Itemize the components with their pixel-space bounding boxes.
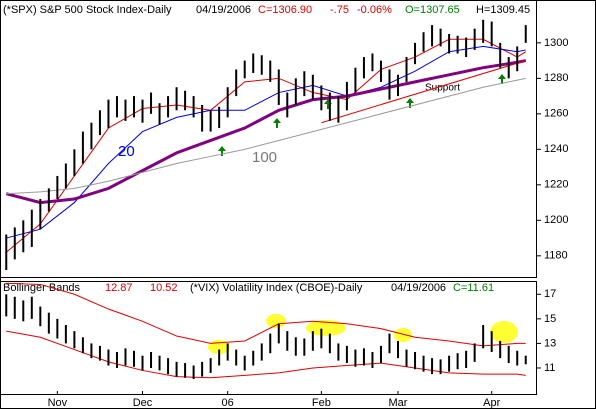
date: 04/19/2006 [391, 282, 446, 294]
indicator-value: 12.87 [105, 282, 133, 294]
price-panel [0, 0, 537, 278]
x-tick-label: Mar [389, 397, 408, 409]
y-tick-label: 1200 [544, 214, 568, 226]
y-tick-label: 1280 [544, 72, 568, 84]
title: (*VIX) Volatility Index (CBOE)-Daily [190, 282, 363, 294]
moving-average [5, 59, 527, 205]
date: 04/19/2006 [196, 4, 251, 16]
y-tick-label: 1220 [544, 179, 568, 191]
y-tick-label: 13 [544, 337, 556, 349]
arrow [218, 146, 226, 156]
support-line [321, 60, 526, 124]
open: O=1307.65 [405, 4, 460, 16]
y-tick-label: 11 [544, 362, 555, 374]
change: -.75 [330, 4, 349, 16]
high: H=1309.45 [476, 4, 530, 16]
y-tick-label: 1240 [544, 143, 568, 155]
y-tick-label: 1180 [544, 250, 568, 262]
y-tick-label: 1300 [544, 37, 568, 49]
highlight [490, 321, 518, 343]
highlight [394, 328, 412, 342]
vix-panel [0, 281, 537, 395]
y-tick-label: 1260 [544, 108, 568, 120]
x-tick-label: Nov [48, 397, 68, 409]
title: (*SPX) S&P 500 Stock Index-Daily [3, 4, 172, 16]
y-tick-label: 15 [544, 313, 556, 325]
plot [5, 19, 527, 271]
plot [5, 282, 527, 380]
x-tick-label: Apr [483, 397, 500, 409]
arrow [273, 118, 281, 128]
close: C=11.61 [453, 282, 494, 294]
x-tick-label: Dec [133, 397, 153, 409]
highlight [306, 320, 346, 336]
arrow [406, 98, 414, 108]
y-tick-label: 17 [544, 288, 556, 300]
annotation: Support [425, 83, 460, 94]
highlight [266, 314, 286, 328]
x-tick-label: 06 [222, 397, 234, 409]
annotation: 20 [118, 143, 135, 160]
annotation: 100 [252, 149, 277, 166]
indicator-value: 10.52 [150, 282, 178, 294]
close: C=1306.90 [258, 4, 312, 16]
arrow [498, 74, 506, 84]
moving-average [6, 77, 526, 195]
bollinger-band [6, 330, 526, 379]
markup-annotations [208, 74, 518, 354]
change-pct: -0.06% [357, 4, 392, 16]
x-tick-label: Feb [312, 397, 331, 409]
